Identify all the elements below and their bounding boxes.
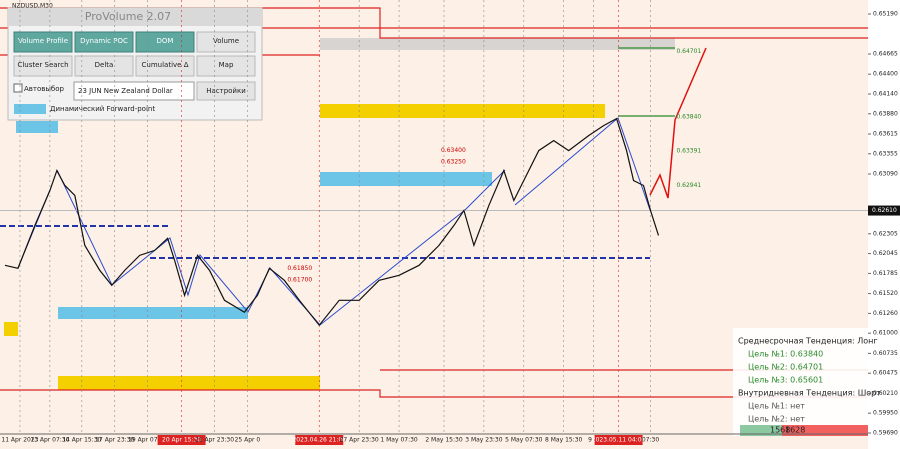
y-tick-label: 0.64400 (873, 71, 898, 78)
trend-target: Цель №3: 0.65601 (748, 376, 823, 385)
y-tick-label: 0.60475 (873, 370, 898, 377)
button-bg (74, 55, 134, 77)
y-tick-label: 0.64140 (873, 90, 898, 97)
y-tick-label: 0.59950 (873, 410, 898, 417)
decor (0, 7, 868, 398)
x-tick-label: 9 M (588, 437, 599, 444)
panel-button[interactable]: Volume (213, 37, 239, 45)
y-tick-label: 0.63355 (873, 150, 898, 157)
x-tick-label: 19 Apr 07:30 (128, 437, 167, 444)
forward-point[interactable]: Динамический Forward-point (50, 105, 155, 113)
panel-button[interactable]: Cumulative Δ (142, 61, 189, 69)
level-label: 0.63840 (676, 113, 701, 120)
trend-heading: Внутридневная Тенденция: Шорт (738, 389, 881, 398)
x-tick-label: 11 Apr 2023 (1, 437, 38, 444)
x-tick-label: 2023.05.11 04:00 (592, 437, 646, 444)
x-tick-label: 2 May 15:30 (425, 437, 463, 444)
button-bg (135, 31, 195, 53)
price-axis-bg (868, 0, 900, 449)
trend-target: Цель №1: нет (748, 402, 805, 411)
trend-target: Цель №2: нет (748, 415, 805, 424)
y-tick-label: 0.60735 (873, 350, 898, 357)
button-bg (13, 55, 73, 77)
x-tick-label: 25 Apr 0 (235, 437, 261, 444)
x-tick-label: 14 Apr 15:30 (62, 437, 101, 444)
y-tick-label: 0.64665 (873, 50, 898, 57)
x-tick-label: 1 May 07:30 (380, 437, 418, 444)
y-tick-label: 0.61260 (873, 310, 898, 317)
level-label: 0.62941 (676, 182, 701, 189)
level-label: 0.61700 (287, 276, 312, 283)
x-tick-label: 20 Apr 15:30 (162, 437, 201, 444)
panel-button[interactable]: Dynamic POC (80, 37, 128, 45)
y-tick-label: 0.61000 (873, 330, 898, 337)
trend-target: Цель №2: 0.64701 (748, 363, 823, 372)
panel-button[interactable]: DOM (157, 37, 174, 45)
price-line (4, 117, 660, 327)
x-tick-label: 3 May 23:30 (465, 437, 503, 444)
chart-title: NZDUSD,M30 (12, 3, 53, 10)
x-tick-label: 27 Apr 23:30 (340, 437, 379, 444)
trend-box: 1568 1628 Среднесрочная Тенденция: Лонг Ц… (733, 328, 881, 436)
x-label-bg (594, 435, 643, 445)
current-price-box (868, 205, 900, 216)
y-tick-label: 0.63090 (873, 170, 898, 177)
x-tick-label: 17 Apr 23:30 (95, 437, 134, 444)
sell-volume: 1628 (785, 426, 805, 435)
y-tick-label: 0.61785 (873, 270, 898, 277)
y-tick-label: 0.62045 (873, 250, 898, 257)
trend-target: Цель №1: 0.63840 (748, 350, 823, 359)
x-label-bg (295, 435, 344, 445)
level-label: 0.63391 (676, 148, 701, 155)
y-tick-label: 0.63615 (873, 130, 898, 137)
y-tick-label: 0.59690 (873, 430, 898, 437)
y-tick-label: 0.60210 (873, 390, 898, 397)
x-tick-label: 8 May 15:30 (545, 437, 583, 444)
button-bg (13, 31, 73, 53)
panel-title: ProVolume 2.07 (85, 10, 171, 23)
y-tick-label: 0.61520 (873, 290, 898, 297)
level-label: 0.64701 (676, 48, 701, 55)
button-bg (74, 31, 134, 53)
level-label: 0.63250 (441, 158, 466, 165)
level-label: 0.63400 (441, 147, 466, 154)
x-tick-label: 13 Apr 07:30 (30, 437, 69, 444)
instrument[interactable]: 23 JUN New Zealand Dollar (78, 87, 173, 95)
auto-select[interactable]: Автовыбор (24, 85, 65, 93)
panel-button[interactable]: Volume Profile (18, 37, 68, 45)
panel-button[interactable]: Map (219, 61, 234, 69)
provolume-panel: ProVolume 2.07 Volume Profile Dynamic POC… (7, 7, 263, 121)
button-bg (135, 55, 195, 77)
button-bg (196, 31, 256, 53)
button-bg (196, 55, 256, 77)
x-label-bg (157, 435, 206, 445)
x-tick-label: 07:30 (642, 437, 659, 444)
panel-button[interactable]: Delta (95, 61, 114, 69)
level-label: 0.61850 (287, 265, 312, 272)
y-tick-label: 0.63880 (873, 110, 898, 117)
x-tick-label: 5 May 07:30 (505, 437, 543, 444)
y-tick-label: 0.62305 (873, 230, 898, 237)
settings-button[interactable]: Настройки (206, 87, 246, 95)
x-tick-label: 21 Apr 23:30 (195, 437, 234, 444)
trend-heading: Среднесрочная Тенденция: Лонг (738, 337, 878, 346)
y-tick-label: 0.65190 (873, 11, 898, 18)
panel-button[interactable]: Cluster Search (17, 61, 68, 69)
x-tick-label: 2023.04.26 21:00 (292, 437, 346, 444)
buy-volume: 1568 (770, 426, 790, 435)
current-price-label: 0.62610 (872, 207, 897, 214)
